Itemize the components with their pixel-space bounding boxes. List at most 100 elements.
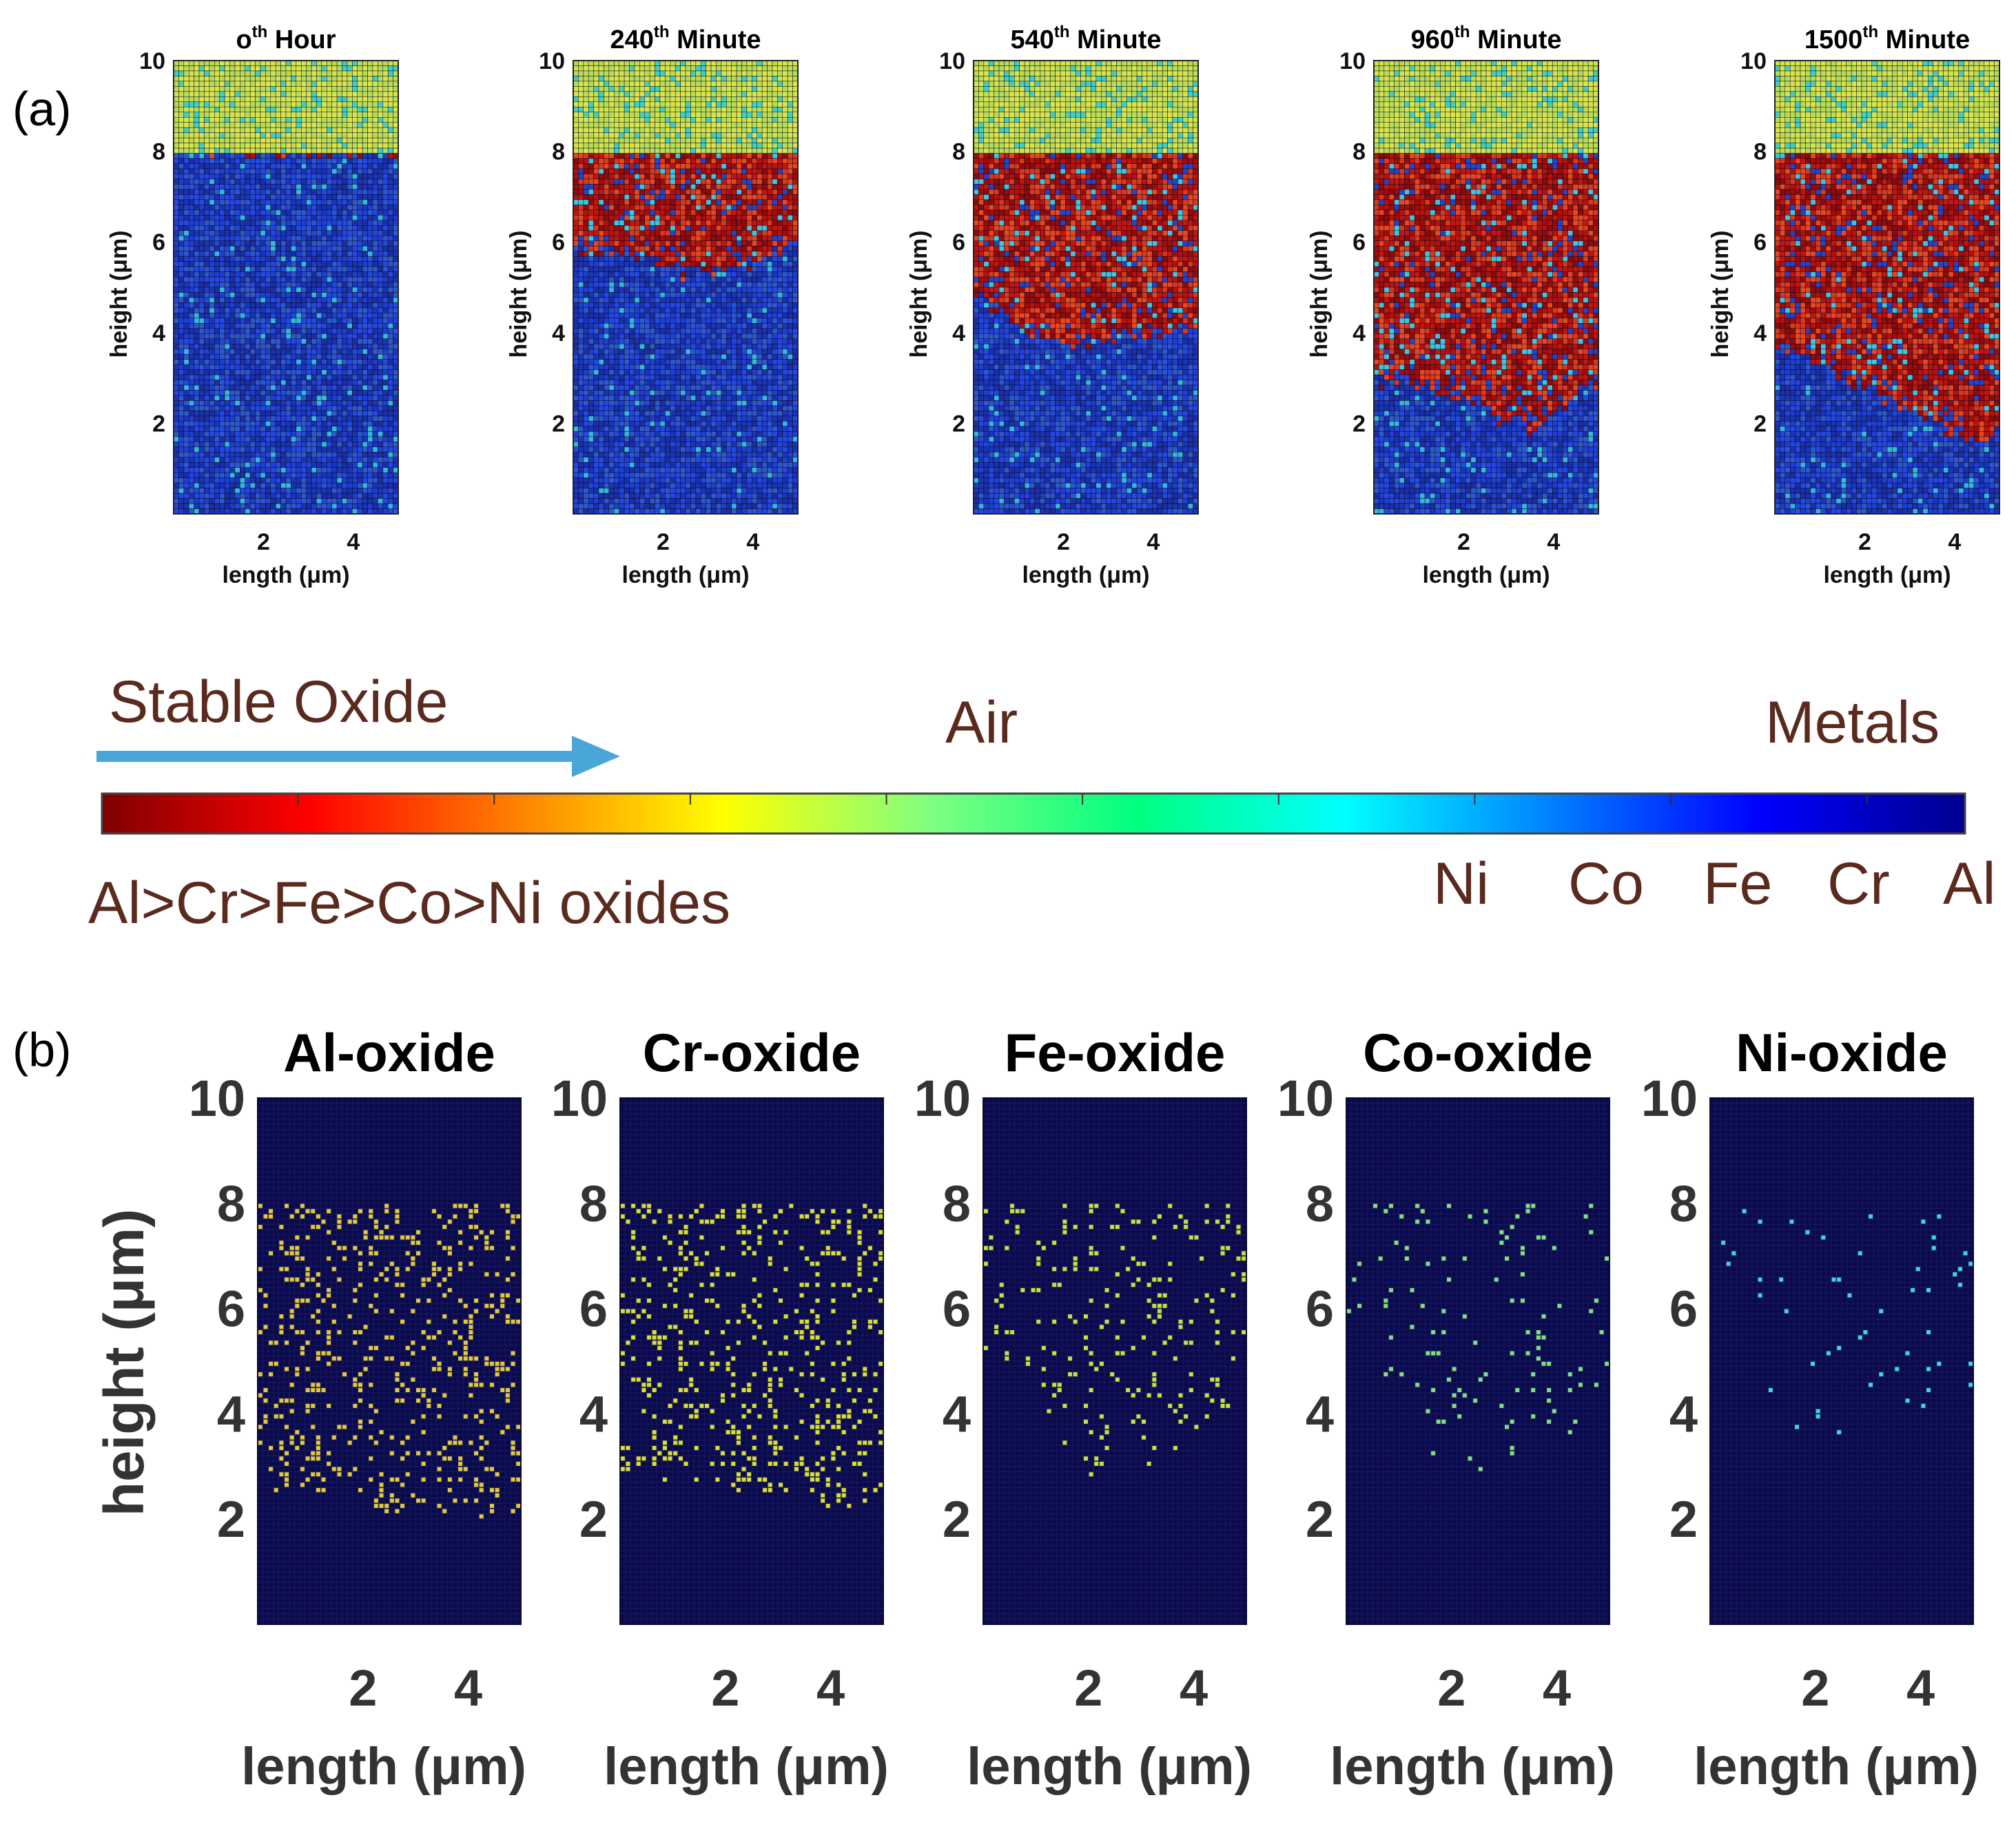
heatmap-cell bbox=[224, 81, 230, 87]
heatmap-cell bbox=[224, 508, 230, 515]
heatmap-cell bbox=[285, 344, 291, 349]
heatmap-cell bbox=[178, 132, 185, 138]
heatmap-cell bbox=[393, 313, 399, 319]
heatmap-cell bbox=[767, 81, 773, 87]
heatmap-cell bbox=[367, 503, 373, 509]
heatmap-cell bbox=[209, 220, 215, 226]
heatmap-cell bbox=[249, 65, 256, 72]
heatmap-cell bbox=[300, 508, 307, 515]
heatmap-cell bbox=[173, 178, 179, 185]
heatmap-cell bbox=[787, 168, 793, 174]
heatmap-cell bbox=[204, 482, 210, 488]
heatmap-cell bbox=[194, 96, 200, 103]
heatmap-cell bbox=[275, 493, 281, 499]
heatmap-cell bbox=[675, 81, 681, 87]
heatmap-cell bbox=[357, 117, 363, 123]
heatmap-cell bbox=[194, 318, 200, 324]
heatmap-cell bbox=[675, 132, 681, 138]
heatmap-cell bbox=[249, 364, 256, 370]
heatmap-cell bbox=[178, 411, 185, 417]
heatmap-cell bbox=[362, 153, 368, 159]
heatmap-cell bbox=[362, 271, 368, 278]
heatmap-cell bbox=[604, 178, 610, 185]
heatmap-cell bbox=[311, 60, 317, 66]
heatmap-cell bbox=[367, 96, 373, 103]
heatmap-cell bbox=[772, 178, 778, 185]
heatmap-cell bbox=[260, 199, 266, 205]
heatmap-cell bbox=[270, 230, 276, 236]
heatmap-cell bbox=[280, 477, 287, 484]
heatmap-cell bbox=[204, 364, 210, 370]
heatmap-cell bbox=[270, 143, 276, 149]
heatmap-cell bbox=[219, 117, 225, 123]
heatmap-cell bbox=[336, 472, 342, 478]
heatmap-cell bbox=[670, 168, 676, 174]
heatmap-cell bbox=[204, 503, 210, 509]
heatmap-cell bbox=[736, 96, 742, 103]
heatmap-cell bbox=[229, 374, 236, 380]
heatmap-cell bbox=[270, 60, 276, 66]
heatmap-cell bbox=[178, 426, 185, 432]
heatmap-cell bbox=[352, 344, 358, 349]
heatmap-cell bbox=[629, 60, 635, 66]
heatmap-cell bbox=[347, 508, 353, 515]
heatmap-cell bbox=[372, 411, 378, 417]
heatmap-cell bbox=[316, 353, 322, 360]
heatmap-cell bbox=[291, 220, 297, 226]
heatmap-cell bbox=[240, 168, 245, 174]
heatmap-cell bbox=[173, 245, 179, 251]
heatmap-cell bbox=[306, 353, 312, 360]
heatmap-cell bbox=[387, 446, 393, 453]
heatmap-cell bbox=[178, 209, 185, 216]
heatmap-cell bbox=[736, 70, 742, 76]
heatmap-cell bbox=[209, 225, 215, 231]
heatmap-cell bbox=[198, 369, 205, 375]
heatmap-cell bbox=[249, 508, 256, 515]
heatmap-cell bbox=[721, 65, 727, 72]
heatmap-cell bbox=[347, 302, 353, 309]
heatmap-cell bbox=[275, 328, 281, 334]
heatmap-cell bbox=[372, 245, 378, 251]
heatmap-cell bbox=[291, 313, 297, 319]
heatmap-cell bbox=[296, 261, 302, 267]
heatmap-cell bbox=[204, 143, 210, 149]
heatmap-cell bbox=[275, 245, 281, 251]
heatmap-cell bbox=[378, 240, 384, 247]
heatmap-cell bbox=[234, 297, 240, 303]
heatmap-cell bbox=[367, 390, 373, 396]
heatmap-cell bbox=[270, 194, 276, 200]
heatmap-cell bbox=[245, 117, 251, 123]
heatmap-cell bbox=[721, 163, 727, 169]
heatmap-cell bbox=[331, 215, 338, 221]
heatmap-cell bbox=[367, 344, 373, 349]
heatmap-cell bbox=[214, 328, 220, 334]
heatmap-cell bbox=[372, 359, 378, 365]
heatmap-cell bbox=[275, 313, 281, 319]
heatmap-cell bbox=[245, 168, 251, 174]
heatmap-cell bbox=[629, 86, 635, 92]
heatmap-cell bbox=[280, 282, 287, 288]
heatmap-cell bbox=[357, 199, 363, 205]
heatmap-cell bbox=[336, 107, 342, 113]
heatmap-cell bbox=[710, 132, 717, 138]
heatmap-cell bbox=[327, 276, 332, 282]
heatmap-cell bbox=[183, 271, 189, 278]
heatmap-cell bbox=[178, 122, 185, 128]
heatmap-cell bbox=[270, 431, 276, 437]
heatmap-cell bbox=[342, 225, 348, 231]
heatmap-cell bbox=[245, 426, 251, 432]
heatmap-cell bbox=[387, 107, 393, 113]
heatmap-cell bbox=[588, 127, 594, 133]
heatmap-cell bbox=[240, 147, 245, 154]
heatmap-cell bbox=[291, 297, 297, 303]
heatmap-cell bbox=[178, 472, 185, 478]
heatmap-cell bbox=[240, 163, 245, 169]
heatmap-cell bbox=[331, 452, 338, 458]
heatmap-cell bbox=[188, 189, 194, 195]
heatmap-cell bbox=[367, 132, 373, 138]
heatmap-cell bbox=[219, 411, 225, 417]
heatmap-cell bbox=[229, 245, 236, 251]
heatmap-cell bbox=[204, 457, 210, 463]
heatmap-cell bbox=[387, 240, 393, 247]
